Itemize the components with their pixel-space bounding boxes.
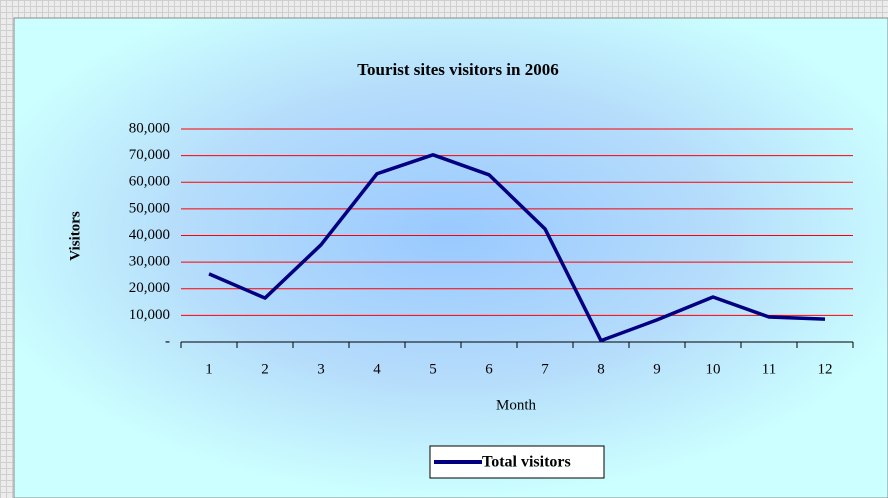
y-tick-label: 60,000 <box>129 174 170 190</box>
chart-area <box>13 17 888 498</box>
y-tick-label: 20,000 <box>129 280 170 296</box>
chart-title: Tourist sites visitors in 2006 <box>357 60 559 79</box>
y-axis-label: Visitors <box>67 211 83 261</box>
y-tick-label: 70,000 <box>129 147 170 163</box>
series-line <box>208 153 826 343</box>
y-tick-label: 10,000 <box>129 307 170 323</box>
x-tick-label: 2 <box>261 361 269 377</box>
x-tick-label: 7 <box>541 361 549 377</box>
y-tick-label: 40,000 <box>129 227 170 243</box>
x-tick-label: 12 <box>818 361 833 377</box>
x-tick-label: 3 <box>317 361 325 377</box>
y-tick-label: 80,000 <box>129 120 170 136</box>
legend-label: Total visitors <box>482 454 571 471</box>
x-tick-label: 8 <box>597 361 605 377</box>
x-tick-label: 10 <box>706 361 721 377</box>
legend: Total visitors <box>429 445 605 479</box>
x-tick-label: 5 <box>429 361 437 377</box>
x-tick-label: 6 <box>485 361 493 377</box>
y-tick-label: 30,000 <box>129 254 170 270</box>
x-tick-label: 4 <box>373 361 381 377</box>
x-tick-label: 9 <box>653 361 661 377</box>
x-tick-label: 11 <box>762 361 776 377</box>
x-axis-label: Month <box>496 397 537 413</box>
y-tick-label: 50,000 <box>129 200 170 216</box>
y-tick-label: - <box>165 333 170 349</box>
x-tick-label: 1 <box>205 361 213 377</box>
